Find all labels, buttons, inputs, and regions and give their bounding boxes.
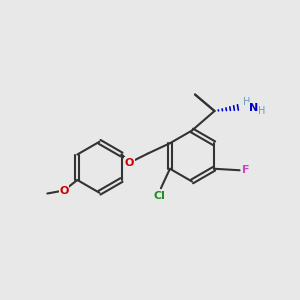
Text: O: O (125, 158, 134, 168)
Text: Cl: Cl (154, 191, 165, 201)
Text: N: N (249, 103, 258, 113)
Text: H: H (243, 97, 250, 107)
Text: F: F (242, 165, 250, 175)
Text: H: H (258, 106, 266, 116)
Text: O: O (59, 185, 68, 196)
